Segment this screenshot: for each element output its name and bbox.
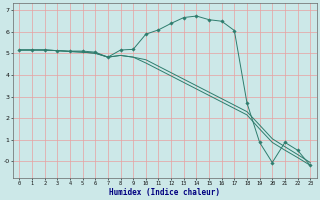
X-axis label: Humidex (Indice chaleur): Humidex (Indice chaleur) — [109, 188, 220, 197]
